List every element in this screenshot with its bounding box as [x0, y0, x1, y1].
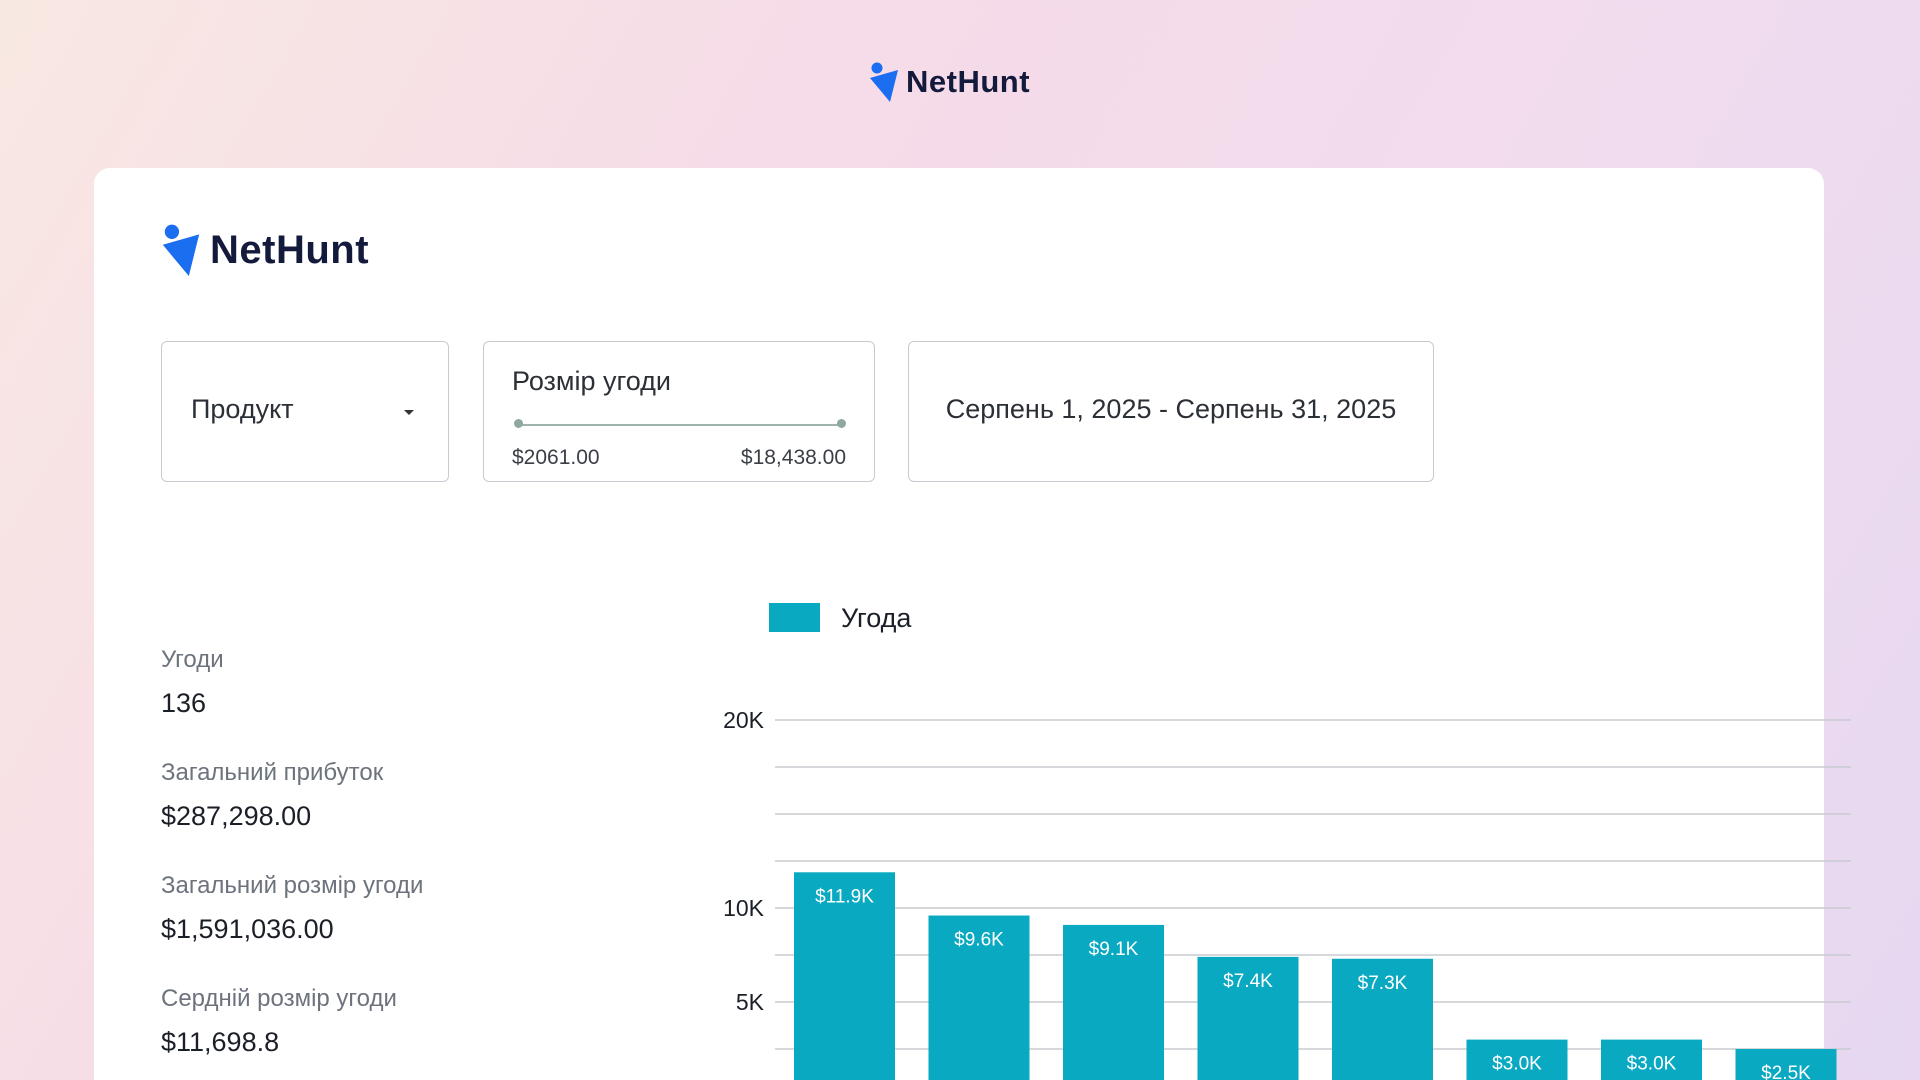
legend-swatch: [769, 603, 820, 632]
metric-value: $11,698.8: [161, 1027, 280, 1057]
deal-size-label: Розмір угоди: [512, 366, 672, 396]
date-range-label: Серпень 1, 2025 - Серпень 31, 2025: [945, 394, 1397, 424]
deal-size-slider-track[interactable]: [518, 424, 842, 426]
bar: [1197, 956, 1299, 1080]
metric-label: Сердній розмір угоди: [161, 985, 397, 1012]
bar: [1735, 1049, 1837, 1080]
header-logo-text: NetHunt: [906, 64, 1031, 99]
deal-size-max-handle[interactable]: [837, 419, 846, 428]
bar: [1332, 958, 1433, 1080]
date-range-picker[interactable]: Серпень 1, 2025 - Серпень 31, 2025: [908, 341, 1434, 482]
product-dropdown[interactable]: Продукт: [161, 341, 449, 482]
product-dropdown-label: Продукт: [191, 394, 294, 424]
bar-data-label: $2.5K: [1761, 1063, 1811, 1080]
legend-label: Угода: [841, 603, 912, 633]
metric-total-deal-size: Загальний розмір угоди $1,591,036.00: [161, 872, 423, 945]
metric-label: Загальний розмір угоди: [161, 872, 424, 899]
y-tick-label: 20K: [723, 707, 765, 733]
bar-data-label: $9.1K: [1089, 939, 1139, 960]
deals-bar-chart: Угода05K10K20K$11.9K$9.6K$9.1K$7.4K$7.3K…: [654, 548, 1854, 1080]
bar-data-label: $7.4K: [1223, 971, 1273, 992]
bar: [928, 915, 1030, 1080]
deal-size-max-value: $18,438.00: [740, 446, 846, 469]
bar-data-label: $3.0K: [1627, 1054, 1677, 1075]
deals-bar-chart-svg: Угода05K10K20K$11.9K$9.6K$9.1K$7.4K$7.3K…: [723, 603, 1851, 1080]
metric-value: 136: [161, 688, 207, 718]
chevron-down-icon: [404, 410, 414, 415]
card-logo: NetHunt: [160, 224, 369, 276]
metric-average-deal-size: Сердній розмір угоди $11,698.8: [161, 985, 397, 1058]
nethunt-logo-icon: [870, 62, 898, 102]
bar: [1601, 1039, 1702, 1080]
y-tick-label: 10K: [723, 895, 765, 921]
dashboard-card: NetHunt Продукт Розмір угоди $2061.00 $1…: [94, 168, 1851, 1080]
header-logo: NetHunt: [868, 62, 1030, 102]
bar-data-label: $9.6K: [954, 930, 1004, 951]
bar-data-label: $11.9K: [815, 886, 874, 907]
deal-size-filter: Розмір угоди $2061.00 $18,438.00: [483, 341, 875, 482]
bar: [1466, 1039, 1568, 1080]
metric-deals: Угоди 136: [161, 646, 224, 719]
bar-data-label: $3.0K: [1492, 1054, 1542, 1075]
deal-size-min-value: $2061.00: [512, 446, 600, 469]
bar: [794, 872, 895, 1080]
deal-size-min-handle[interactable]: [514, 419, 523, 428]
metric-total-profit: Загальний прибуток $287,298.00: [161, 759, 383, 832]
bar-data-label: $7.3K: [1358, 973, 1408, 994]
y-tick-label: 5K: [736, 989, 765, 1015]
metric-value: $1,591,036.00: [161, 914, 334, 944]
metric-label: Загальний прибуток: [161, 759, 384, 786]
bar: [1063, 924, 1164, 1080]
nethunt-logo-icon: [162, 224, 200, 276]
metric-label: Угоди: [161, 646, 224, 673]
card-logo-text: NetHunt: [210, 227, 370, 272]
metric-value: $287,298.00: [161, 801, 312, 831]
